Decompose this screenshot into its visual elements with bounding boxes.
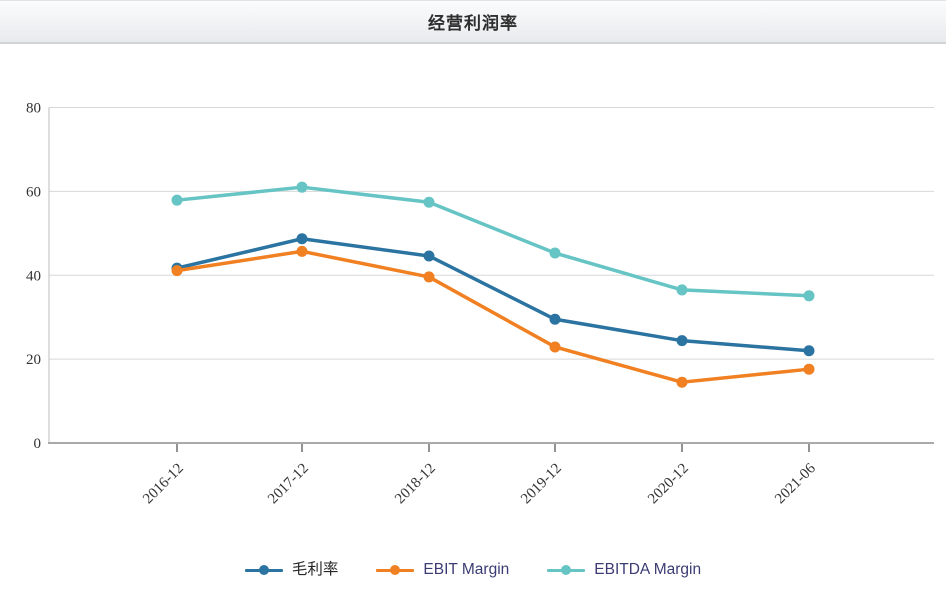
chart-legend: 毛利率 EBIT Margin EBITDA Margin (0, 552, 946, 588)
data-point-ebit-margin (296, 245, 308, 257)
data-point-gross-margin (676, 335, 688, 347)
data-point-ebitda-margin (676, 284, 688, 296)
legend-line-dot-icon (244, 564, 283, 576)
x-axis-tick-label: 2018-12 (392, 461, 439, 508)
y-axis-tick-label: 80 (26, 101, 41, 117)
chart-header: 经营利润率 (0, 0, 946, 44)
data-point-ebit-margin (549, 341, 561, 353)
legend-line-dot-icon (376, 564, 415, 576)
legend-item-ebit-margin[interactable]: EBIT Margin (376, 562, 509, 578)
x-axis-tick-label: 2020-12 (645, 461, 692, 508)
y-axis-tick-label: 40 (26, 268, 41, 284)
y-axis-tick-label: 0 (34, 436, 42, 452)
x-axis-tick-label: 2016-12 (140, 461, 187, 508)
data-point-ebitda-margin (171, 194, 183, 206)
series-line-ebit-margin (175, 249, 811, 384)
data-point-ebit-margin (171, 265, 183, 277)
legend-dot-swatch (390, 565, 401, 575)
data-point-ebitda-margin (803, 290, 815, 302)
legend-label: EBIT Margin (423, 561, 510, 579)
data-point-ebit-margin (803, 363, 815, 375)
legend-line-dot-icon (547, 564, 586, 576)
data-point-ebit-margin (676, 376, 688, 388)
y-axis-tick-label: 60 (26, 184, 41, 200)
y-axis-tick-label: 20 (26, 352, 41, 368)
series-line-ebitda-margin (175, 185, 811, 298)
legend-dot-swatch (561, 565, 572, 575)
data-point-ebitda-margin (423, 196, 435, 208)
legend-label: 毛利率 (291, 561, 339, 579)
data-point-ebitda-margin (296, 181, 308, 193)
series-line-gross-margin (175, 237, 811, 353)
legend-item-gross-margin[interactable]: 毛利率 (244, 561, 339, 579)
chart-title: 经营利润率 (428, 14, 518, 33)
data-point-gross-margin (296, 233, 308, 245)
x-axis-tick-label: 2021-06 (772, 460, 819, 507)
data-point-ebit-margin (423, 271, 435, 283)
legend-dot-swatch (258, 565, 269, 575)
x-axis-tick-label: 2019-12 (518, 461, 565, 508)
data-point-gross-margin (423, 250, 435, 262)
data-point-gross-margin (803, 345, 815, 357)
data-point-gross-margin (549, 313, 561, 325)
data-point-ebitda-margin (549, 247, 561, 259)
legend-item-ebitda-margin[interactable]: EBITDA Margin (547, 562, 701, 578)
legend-label: EBITDA Margin (594, 561, 702, 579)
x-axis-tick-label: 2017-12 (265, 461, 312, 508)
